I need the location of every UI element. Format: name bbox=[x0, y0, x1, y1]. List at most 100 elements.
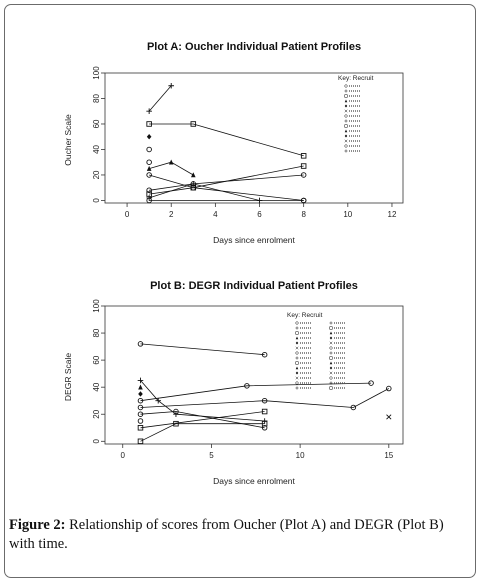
data-point bbox=[168, 159, 174, 165]
series bbox=[146, 159, 152, 165]
legend-marker bbox=[295, 356, 299, 360]
x-tick-label: 2 bbox=[169, 210, 174, 219]
data-point bbox=[190, 172, 196, 178]
y-tick-label: 20 bbox=[92, 409, 101, 418]
series-line bbox=[148, 85, 172, 112]
legend-entries bbox=[344, 84, 361, 153]
y-tick-label: 0 bbox=[92, 439, 101, 444]
legend-marker bbox=[344, 129, 348, 133]
legend-marker bbox=[329, 321, 333, 325]
data-point bbox=[137, 377, 144, 384]
series bbox=[137, 341, 268, 358]
legend-marker bbox=[344, 114, 348, 118]
series bbox=[386, 414, 392, 420]
legend-marker bbox=[295, 336, 299, 340]
data-point bbox=[173, 408, 179, 415]
data-point bbox=[138, 384, 143, 390]
y-axis-label: DEGR Scale bbox=[63, 353, 73, 401]
series-line bbox=[149, 165, 304, 195]
x-tick-label: 15 bbox=[384, 451, 393, 460]
series bbox=[137, 420, 268, 445]
chart-a: Plot A: Oucher Individual Patient Profil… bbox=[63, 41, 404, 245]
legend-marker bbox=[295, 326, 299, 330]
x-axis-label: Days since enrolment bbox=[213, 235, 295, 245]
series bbox=[146, 134, 152, 140]
legend-marker bbox=[329, 381, 333, 385]
data-point bbox=[146, 197, 152, 204]
series bbox=[137, 385, 392, 411]
legend-marker bbox=[344, 89, 348, 93]
data-point bbox=[137, 425, 144, 431]
legend-marker bbox=[344, 104, 348, 108]
data-point bbox=[146, 108, 152, 115]
series bbox=[146, 197, 307, 204]
data-point bbox=[300, 172, 307, 178]
legend-marker bbox=[344, 94, 348, 98]
plot-border bbox=[104, 72, 404, 204]
figure-caption: Figure 2: Relationship of scores from Ou… bbox=[9, 516, 469, 554]
series bbox=[146, 172, 307, 204]
legend-marker bbox=[329, 366, 333, 370]
legend-marker bbox=[329, 331, 333, 335]
data-point bbox=[138, 391, 143, 397]
x-tick-label: 10 bbox=[296, 451, 305, 460]
data-point bbox=[300, 197, 307, 204]
x-tick-label: 12 bbox=[388, 210, 397, 219]
legend-marker bbox=[344, 149, 348, 153]
series bbox=[138, 384, 143, 390]
y-tick-label: 100 bbox=[92, 299, 101, 313]
data-point bbox=[137, 438, 144, 445]
y-tick-label: 0 bbox=[92, 198, 101, 203]
data-point bbox=[261, 351, 268, 358]
legend-marker bbox=[329, 336, 333, 340]
x-tick-label: 5 bbox=[209, 451, 214, 460]
legend-title: Key: Recruit bbox=[287, 312, 323, 319]
data-point bbox=[190, 121, 197, 127]
x-tick-label: 6 bbox=[257, 210, 262, 219]
caption-label: Figure 2: bbox=[9, 517, 66, 533]
series bbox=[146, 121, 307, 159]
legend-marker bbox=[344, 124, 348, 128]
legend-marker bbox=[344, 134, 348, 138]
series-line bbox=[149, 174, 304, 191]
data-point bbox=[244, 383, 250, 389]
x-tick-label: 0 bbox=[125, 210, 130, 219]
x-axis-label: Days since enrolment bbox=[213, 476, 295, 486]
legend-marker bbox=[329, 351, 333, 355]
x-tick-label: 0 bbox=[121, 451, 126, 460]
legend-marker bbox=[329, 341, 333, 345]
series bbox=[137, 418, 144, 424]
series bbox=[137, 408, 268, 431]
figure-charts: Plot A: Oucher Individual Patient Profil… bbox=[63, 41, 404, 486]
series-line bbox=[148, 174, 304, 201]
legend-marker bbox=[295, 366, 299, 370]
x-tick-label: 10 bbox=[343, 210, 352, 219]
chart-title: Plot B: DEGR Individual Patient Profiles bbox=[150, 280, 358, 292]
legend-marker bbox=[344, 99, 348, 103]
legend-marker bbox=[295, 331, 299, 335]
data-point bbox=[261, 425, 268, 431]
y-tick-label: 100 bbox=[92, 66, 101, 80]
legend-marker bbox=[295, 376, 299, 380]
legend-marker bbox=[344, 84, 348, 88]
series bbox=[146, 82, 175, 115]
data-point bbox=[168, 82, 175, 89]
legend-title: Key: Recruit bbox=[338, 75, 374, 82]
data-point bbox=[137, 418, 144, 424]
series bbox=[146, 159, 196, 178]
legend-marker bbox=[329, 376, 333, 380]
y-tick-label: 80 bbox=[92, 93, 101, 102]
data-point bbox=[146, 172, 152, 178]
series-line bbox=[140, 411, 265, 429]
series bbox=[138, 391, 143, 397]
legend-marker bbox=[295, 321, 299, 325]
data-point bbox=[146, 165, 152, 171]
legend-marker bbox=[295, 386, 299, 390]
legend-marker bbox=[329, 326, 333, 330]
y-tick-label: 40 bbox=[92, 382, 101, 391]
legend-marker bbox=[295, 346, 299, 350]
legend-marker bbox=[329, 361, 333, 365]
plot-border bbox=[104, 305, 404, 445]
legend-marker bbox=[295, 341, 299, 345]
series-line bbox=[140, 343, 265, 356]
